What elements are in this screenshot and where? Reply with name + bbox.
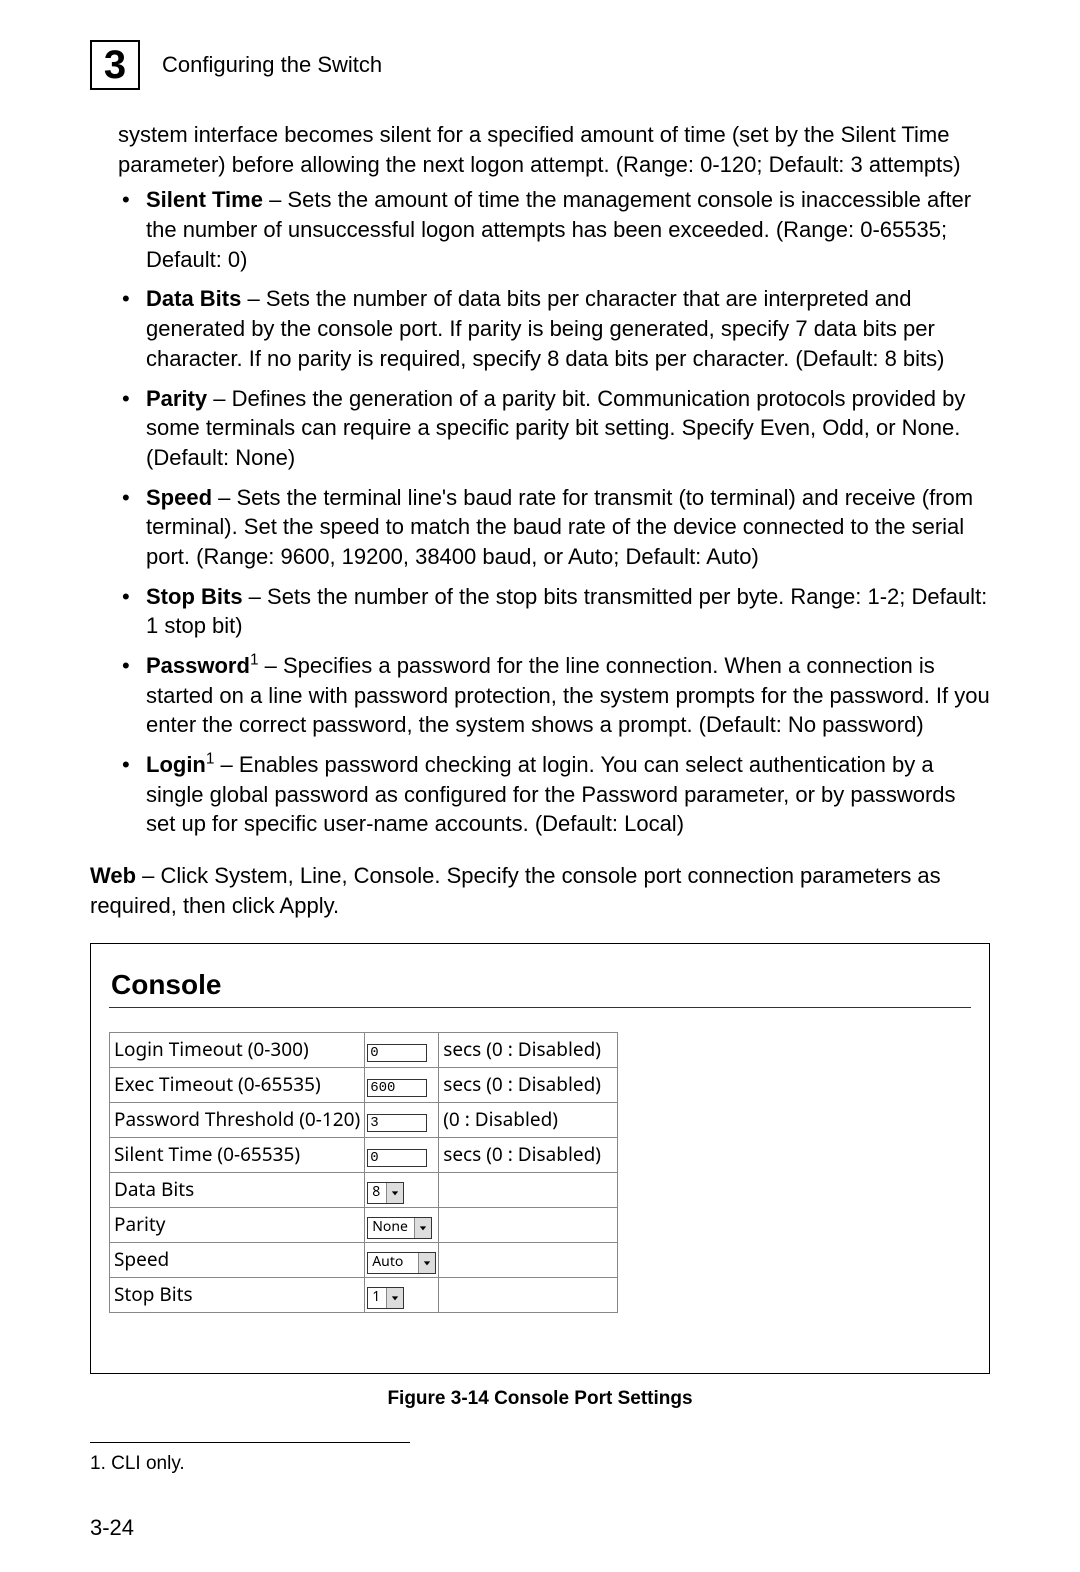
parameter-description: – Defines the generation of a parity bit…	[146, 386, 965, 470]
table-row: Password Threshold (0-120) (0 : Disabled)	[110, 1103, 618, 1138]
setting-label: Speed	[110, 1243, 365, 1278]
setting-control-cell	[365, 1103, 439, 1138]
parameter-term: Login	[146, 752, 206, 777]
setting-control-cell	[365, 1138, 439, 1173]
table-row: Login Timeout (0-300) secs (0 : Disabled)	[110, 1033, 618, 1068]
parameter-item: Speed – Sets the terminal line's baud ra…	[118, 483, 990, 572]
table-row: Exec Timeout (0-65535) secs (0 : Disabled…	[110, 1068, 618, 1103]
parameter-term: Silent Time	[146, 187, 263, 212]
setting-suffix: (0 : Disabled)	[439, 1103, 618, 1138]
console-figure-box: Console Login Timeout (0-300) secs (0 : D…	[90, 943, 990, 1375]
chevron-down-icon	[414, 1218, 431, 1238]
page-number: 3-24	[90, 1513, 990, 1543]
setting-label: Silent Time (0-65535)	[110, 1138, 365, 1173]
parameter-list: Silent Time – Sets the amount of time th…	[90, 185, 990, 839]
parameter-item: Login1 – Enables password checking at lo…	[118, 750, 990, 839]
chevron-down-icon	[386, 1288, 403, 1308]
parameter-term: Stop Bits	[146, 584, 243, 609]
setting-label: Data Bits	[110, 1173, 365, 1208]
setting-control-cell: None	[365, 1208, 439, 1243]
setting-suffix	[439, 1243, 618, 1278]
setting-text-input[interactable]	[367, 1114, 427, 1132]
web-label: Web	[90, 863, 136, 888]
setting-select-value: None	[368, 1218, 414, 1238]
parameter-item: Parity – Defines the generation of a par…	[118, 384, 990, 473]
setting-select[interactable]: Auto	[367, 1252, 436, 1274]
page-header-title: Configuring the Switch	[162, 52, 382, 78]
table-row: ParityNone	[110, 1208, 618, 1243]
page-header: 3 Configuring the Switch	[90, 40, 990, 90]
parameter-item: Password1 – Specifies a password for the…	[118, 651, 990, 740]
parameter-term: Password	[146, 653, 250, 678]
figure-caption: Figure 3-14 Console Port Settings	[90, 1386, 990, 1412]
setting-select[interactable]: None	[367, 1217, 432, 1239]
setting-select[interactable]: 8	[367, 1182, 404, 1204]
table-row: Stop Bits1	[110, 1278, 618, 1313]
setting-select[interactable]: 1	[367, 1287, 404, 1309]
setting-label: Parity	[110, 1208, 365, 1243]
chapter-number-badge: 3	[90, 40, 140, 90]
setting-control-cell: Auto	[365, 1243, 439, 1278]
parameter-item: Data Bits – Sets the number of data bits…	[118, 284, 990, 373]
parameter-term: Parity	[146, 386, 207, 411]
parameter-item: Silent Time – Sets the amount of time th…	[118, 185, 990, 274]
continued-paragraph: system interface becomes silent for a sp…	[118, 120, 990, 179]
setting-text-input[interactable]	[367, 1079, 427, 1097]
parameter-item: Stop Bits – Sets the number of the stop …	[118, 582, 990, 641]
chevron-down-icon	[386, 1183, 403, 1203]
parameter-description: – Sets the number of the stop bits trans…	[146, 584, 987, 639]
chevron-down-icon	[418, 1253, 435, 1273]
setting-suffix: secs (0 : Disabled)	[439, 1068, 618, 1103]
setting-label: Stop Bits	[110, 1278, 365, 1313]
parameter-description: – Sets the terminal line's baud rate for…	[146, 485, 973, 569]
setting-control-cell	[365, 1068, 439, 1103]
setting-control-cell	[365, 1033, 439, 1068]
setting-label: Exec Timeout (0-65535)	[110, 1068, 365, 1103]
parameter-term: Data Bits	[146, 286, 241, 311]
parameter-description: – Sets the amount of time the management…	[146, 187, 971, 271]
setting-select-value: 1	[368, 1288, 386, 1308]
setting-select-value: 8	[368, 1183, 386, 1203]
setting-select-value: Auto	[368, 1253, 418, 1273]
parameter-term: Speed	[146, 485, 212, 510]
setting-text-input[interactable]	[367, 1044, 427, 1062]
setting-suffix	[439, 1208, 618, 1243]
footnote-ref: 1	[250, 652, 259, 669]
parameter-description: – Enables password checking at login. Yo…	[146, 752, 956, 836]
setting-label: Login Timeout (0-300)	[110, 1033, 365, 1068]
console-settings-table: Login Timeout (0-300) secs (0 : Disabled)…	[109, 1032, 618, 1313]
setting-label: Password Threshold (0-120)	[110, 1103, 365, 1138]
setting-control-cell: 1	[365, 1278, 439, 1313]
setting-suffix	[439, 1173, 618, 1208]
table-row: Silent Time (0-65535) secs (0 : Disabled)	[110, 1138, 618, 1173]
parameter-description: – Sets the number of data bits per chara…	[146, 286, 945, 370]
console-heading: Console	[111, 966, 969, 1004]
setting-text-input[interactable]	[367, 1149, 427, 1167]
setting-suffix: secs (0 : Disabled)	[439, 1138, 618, 1173]
footnote-text: 1. CLI only.	[90, 1451, 990, 1477]
setting-suffix: secs (0 : Disabled)	[439, 1033, 618, 1068]
table-row: SpeedAuto	[110, 1243, 618, 1278]
setting-suffix	[439, 1278, 618, 1313]
console-heading-divider	[109, 1007, 971, 1008]
table-row: Data Bits8	[110, 1173, 618, 1208]
web-instruction: Web – Click System, Line, Console. Speci…	[90, 861, 990, 920]
web-text: – Click System, Line, Console. Specify t…	[90, 863, 941, 918]
parameter-description: – Specifies a password for the line conn…	[146, 653, 990, 737]
setting-control-cell: 8	[365, 1173, 439, 1208]
footnote-rule	[90, 1442, 410, 1443]
